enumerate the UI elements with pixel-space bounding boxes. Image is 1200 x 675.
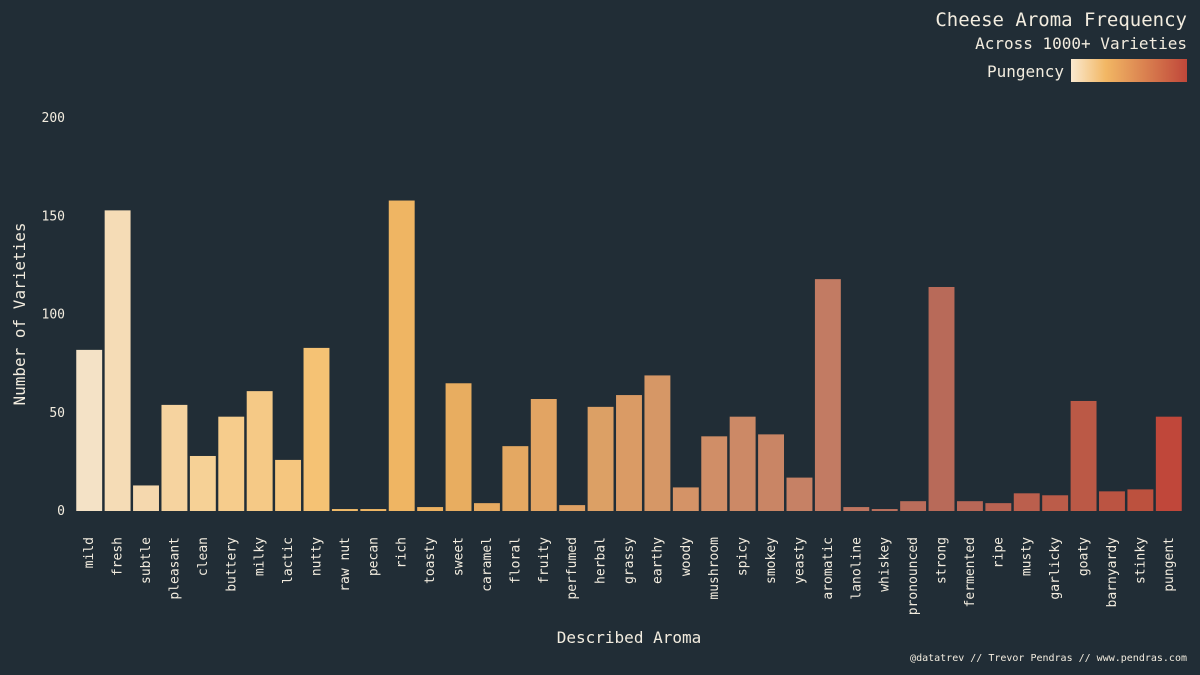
bar-nutty bbox=[303, 347, 330, 511]
x-tick-label: rich bbox=[395, 537, 410, 568]
chart-title: Cheese Aroma Frequency bbox=[935, 9, 1187, 31]
bar-fermented bbox=[956, 501, 983, 511]
x-tick-label: woody bbox=[679, 537, 694, 576]
bar-spicy bbox=[729, 416, 756, 511]
x-tick-label: pungent bbox=[1162, 537, 1177, 592]
x-tick-label: stinky bbox=[1133, 537, 1148, 584]
bar-pronounced bbox=[900, 501, 927, 511]
x-tick-label: fruity bbox=[537, 537, 552, 584]
x-tick-label: mushroom bbox=[707, 537, 722, 600]
y-tick-label: 50 bbox=[49, 406, 65, 421]
bar-stinky bbox=[1127, 489, 1154, 511]
x-tick-label: fresh bbox=[111, 537, 126, 576]
y-axis-title: Number of Varieties bbox=[10, 222, 29, 405]
x-tick-label: spicy bbox=[736, 537, 751, 576]
x-tick-label: herbal bbox=[594, 537, 609, 584]
x-tick-label: smokey bbox=[764, 537, 779, 584]
bar-fresh bbox=[104, 210, 131, 512]
y-axis-ticks: 0 50 100 150 200 bbox=[42, 111, 65, 519]
bar-mushroom bbox=[701, 436, 728, 511]
bar-musty bbox=[1013, 493, 1040, 511]
bar-lactic bbox=[275, 459, 302, 511]
x-tick-label: aromatic bbox=[821, 537, 836, 600]
bar-raw-nut bbox=[331, 509, 358, 511]
bar-garlicky bbox=[1042, 495, 1069, 511]
bar-woody bbox=[672, 487, 699, 511]
bar-grassy bbox=[616, 395, 642, 511]
x-tick-label: buttery bbox=[224, 537, 239, 592]
x-tick-label: perfumed bbox=[565, 537, 580, 600]
bar-fruity bbox=[530, 399, 557, 511]
x-tick-label: goaty bbox=[1077, 537, 1092, 576]
x-tick-label: pleasant bbox=[167, 537, 182, 600]
x-tick-label: pecan bbox=[366, 537, 381, 576]
x-tick-label: mild bbox=[82, 537, 97, 568]
x-tick-label: garlicky bbox=[1048, 537, 1063, 600]
x-tick-label: milky bbox=[253, 537, 268, 576]
x-tick-label: subtle bbox=[139, 537, 154, 584]
x-tick-label: barnyardy bbox=[1105, 537, 1120, 608]
x-axis-labels: mild fresh subtle pleasant clean buttery milky… bbox=[82, 537, 1177, 615]
bar-floral bbox=[502, 446, 529, 511]
x-axis-title: Described Aroma bbox=[557, 628, 702, 647]
bar-ripe bbox=[985, 503, 1012, 511]
bar-whiskey bbox=[871, 509, 898, 511]
credit-text: @datatrev // Trevor Pendras // www.pendr… bbox=[910, 653, 1187, 664]
bar-earthy bbox=[644, 375, 671, 511]
bar-mild bbox=[76, 349, 103, 511]
bar-pungent bbox=[1155, 416, 1182, 511]
y-tick-label: 100 bbox=[42, 308, 65, 323]
bar-lanoline bbox=[843, 507, 870, 511]
bar-sweet bbox=[445, 383, 472, 511]
x-tick-label: ripe bbox=[991, 537, 1006, 568]
x-tick-label: musty bbox=[1020, 537, 1035, 576]
x-tick-label: lactic bbox=[281, 537, 296, 584]
x-tick-label: fermented bbox=[963, 537, 978, 607]
x-tick-label: raw nut bbox=[338, 537, 353, 592]
bar-goaty bbox=[1070, 400, 1097, 511]
bar-barnyardy bbox=[1099, 491, 1125, 511]
x-tick-label: nutty bbox=[309, 537, 324, 576]
bar-yeasty bbox=[786, 477, 813, 511]
bar-buttery bbox=[218, 416, 245, 511]
y-tick-label: 200 bbox=[42, 111, 65, 126]
bar-rich bbox=[388, 200, 415, 511]
bar-toasty bbox=[417, 507, 444, 511]
x-tick-label: floral bbox=[508, 537, 523, 584]
x-tick-label: earthy bbox=[650, 537, 665, 584]
x-tick-label: toasty bbox=[423, 537, 438, 584]
bar-milky bbox=[246, 391, 273, 511]
bar-herbal bbox=[587, 406, 614, 511]
x-tick-label: sweet bbox=[452, 537, 467, 576]
bar-strong bbox=[928, 286, 955, 511]
x-tick-label: strong bbox=[935, 537, 950, 584]
bar-aromatic bbox=[814, 279, 841, 511]
chart-subtitle: Across 1000+ Varieties bbox=[975, 34, 1187, 53]
bar-caramel bbox=[473, 503, 500, 511]
x-tick-label: clean bbox=[196, 537, 211, 576]
legend-label: Pungency bbox=[987, 62, 1064, 81]
bar-perfumed bbox=[559, 505, 586, 511]
x-tick-label: pronounced bbox=[906, 537, 921, 615]
bar-smokey bbox=[758, 434, 785, 511]
legend: Pungency bbox=[987, 59, 1187, 82]
bar-pecan bbox=[360, 509, 387, 511]
y-tick-label: 150 bbox=[42, 209, 65, 224]
x-tick-label: lanoline bbox=[849, 537, 864, 600]
y-tick-label: 0 bbox=[57, 504, 65, 519]
legend-gradient-bar bbox=[1071, 59, 1187, 82]
bar-clean bbox=[189, 455, 216, 511]
bar-subtle bbox=[133, 485, 159, 511]
x-tick-label: yeasty bbox=[792, 537, 807, 584]
x-tick-label: grassy bbox=[622, 537, 637, 584]
bars-group bbox=[76, 200, 1182, 512]
bar-pleasant bbox=[161, 404, 188, 511]
x-tick-label: whiskey bbox=[878, 537, 893, 592]
x-tick-label: caramel bbox=[480, 537, 495, 592]
